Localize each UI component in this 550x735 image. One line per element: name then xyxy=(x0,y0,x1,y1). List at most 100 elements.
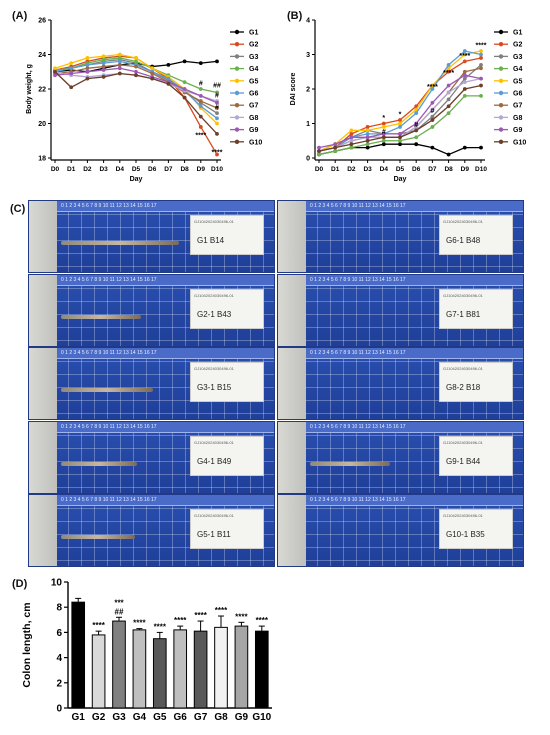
b-point-g2 xyxy=(365,125,370,129)
colon-photo-g1: 0 1 2 3 4 5 6 7 8 9 10 11 12 13 14 15 16… xyxy=(28,200,275,273)
ruler: 0 1 2 3 4 5 6 7 8 9 10 11 12 13 14 15 16… xyxy=(278,201,523,212)
b-point-g1 xyxy=(479,145,483,150)
a-legend-marker xyxy=(234,78,240,84)
sample-holder xyxy=(278,274,306,346)
d-bar-g4 xyxy=(132,629,147,709)
b-point-g1 xyxy=(365,145,370,150)
colon-specimen xyxy=(61,535,135,539)
b-y-tick-label: 2 xyxy=(306,87,310,94)
ruler: 0 1 2 3 4 5 6 7 8 9 10 11 12 13 14 15 16… xyxy=(278,348,523,359)
b-annotation: **** xyxy=(427,84,438,91)
a-point-g4 xyxy=(134,59,138,64)
d-significance-label: **** xyxy=(92,621,105,630)
b-point-g10 xyxy=(333,145,338,150)
a-point-g6 xyxy=(117,59,122,64)
colon-specimen xyxy=(61,388,153,392)
b-point-g4 xyxy=(398,138,402,143)
b-x-tick-label: D3 xyxy=(363,166,372,173)
b-point-g10 xyxy=(349,142,354,147)
a-point-g2 xyxy=(198,125,203,129)
d-y-tick-label: 0 xyxy=(56,704,62,715)
a-legend-marker xyxy=(234,115,240,120)
a-legend-marker xyxy=(234,29,240,35)
b-point-g5 xyxy=(479,49,483,53)
d-significance-label: **** xyxy=(194,611,207,620)
b-point-g2 xyxy=(479,56,483,60)
sample-tag: GJ1042024030496-01 G10-1 B35 xyxy=(439,509,513,549)
d-bar-g6 xyxy=(173,629,188,709)
sample-holder xyxy=(29,348,57,419)
a-point-g2 xyxy=(215,152,219,157)
a-x-tick-label: D9 xyxy=(197,166,206,173)
a-legend-marker xyxy=(234,139,240,144)
b-y-tick-label: 0 xyxy=(306,156,310,163)
b-annotation: # xyxy=(414,122,418,129)
b-point-g9 xyxy=(333,142,338,147)
ruler: 0 1 2 3 4 5 6 7 8 9 10 11 12 13 14 15 16… xyxy=(29,421,274,433)
d-bar-g1 xyxy=(71,601,86,709)
b-y-tick-label: 3 xyxy=(306,52,310,59)
b-annotation: * xyxy=(399,112,402,119)
sample-tag-id: G3-1 B15 xyxy=(197,383,232,392)
b-point-g6 xyxy=(414,111,419,116)
a-point-g10 xyxy=(215,131,219,136)
b-point-g9 xyxy=(365,135,370,140)
a-legend-marker xyxy=(234,127,240,132)
a-point-g10 xyxy=(166,81,171,86)
ruler: 0 1 2 3 4 5 6 7 8 9 10 11 12 13 14 15 16… xyxy=(29,348,274,359)
b-legend-marker xyxy=(498,139,504,144)
a-point-g1 xyxy=(198,61,203,66)
a-x-axis-label: Day xyxy=(130,176,143,183)
sample-tag-id: G8-2 B18 xyxy=(446,383,481,392)
a-point-g5 xyxy=(53,66,57,71)
b-annotation: # xyxy=(382,129,386,136)
sample-tag-id: G9-1 B44 xyxy=(446,456,481,466)
a-point-g7 xyxy=(101,64,106,69)
b-point-g1 xyxy=(446,152,451,157)
a-point-g5 xyxy=(117,52,122,57)
b-point-g8 xyxy=(349,138,354,143)
b-point-g4 xyxy=(317,152,321,157)
d-bar-g2 xyxy=(91,634,106,709)
b-point-g10 xyxy=(462,87,467,91)
colon-photo-grid: 0 1 2 3 4 5 6 7 8 9 10 11 12 13 14 15 16… xyxy=(28,200,524,567)
colon-specimen xyxy=(61,241,179,245)
sample-holder xyxy=(278,348,306,419)
d-bar-g5 xyxy=(152,638,167,709)
sample-tag-id: G2-1 B43 xyxy=(197,309,232,319)
b-point-g6 xyxy=(398,125,402,129)
a-legend-marker xyxy=(234,42,240,47)
b-point-g5 xyxy=(349,128,354,133)
colon-photo-g7: 0 1 2 3 4 5 6 7 8 9 10 11 12 13 14 15 16… xyxy=(277,273,524,347)
sample-tag-note: GJ1042024030496-01 xyxy=(194,219,234,224)
b-legend-label: G10 xyxy=(513,139,526,146)
colon-photo-g2: 0 1 2 3 4 5 6 7 8 9 10 11 12 13 14 15 16… xyxy=(28,273,275,347)
d-x-tick-label: G9 xyxy=(235,712,249,723)
b-legend-label: G5 xyxy=(513,78,522,85)
b-point-g6 xyxy=(446,62,451,67)
a-point-g9 xyxy=(85,69,90,74)
a-x-tick-label: D1 xyxy=(67,166,76,173)
b-point-g9 xyxy=(414,121,419,126)
a-point-g6 xyxy=(101,61,106,66)
a-annotation: **** xyxy=(212,150,223,157)
a-legend-label: G7 xyxy=(249,103,258,110)
sample-tag: GJ1042024030496-01 G1 B14 xyxy=(190,215,264,255)
sample-tag-id: G10-1 B35 xyxy=(446,530,485,539)
b-point-g10 xyxy=(479,83,483,88)
a-legend-label: G9 xyxy=(249,127,258,134)
colon-photo-g10: 0 1 2 3 4 5 6 7 8 9 10 11 12 13 14 15 16… xyxy=(277,494,524,567)
panel-label-b: (B) xyxy=(287,10,303,22)
d-x-tick-label: G3 xyxy=(112,712,126,723)
sample-tag-id: G6-1 B48 xyxy=(446,236,481,245)
sample-tag-id: G7-1 B81 xyxy=(446,309,481,319)
b-x-axis-label: Day xyxy=(394,176,407,183)
b-x-tick-label: D4 xyxy=(380,166,389,173)
a-point-g4 xyxy=(182,80,187,84)
d-y-axis-label: Colon length, cm xyxy=(21,602,33,687)
b-point-g6 xyxy=(479,52,483,57)
b-annotation: **** xyxy=(476,43,487,50)
d-x-tick-label: G2 xyxy=(92,712,106,723)
b-x-tick-label: D8 xyxy=(444,166,453,173)
a-point-g6 xyxy=(69,66,74,71)
